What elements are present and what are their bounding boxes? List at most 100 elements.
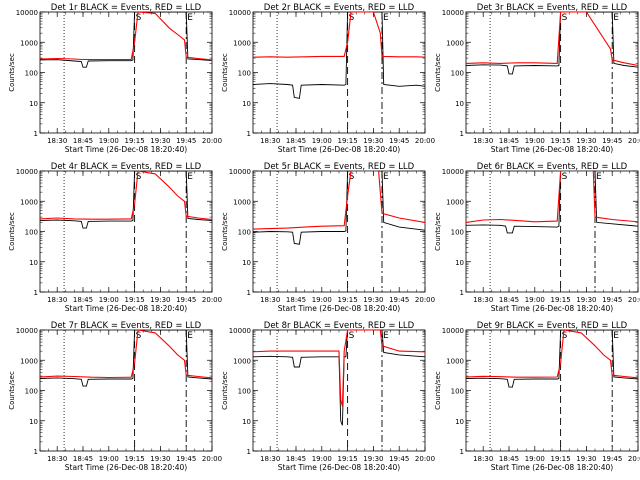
- x-tick-label: 19:15: [338, 296, 358, 304]
- marker-label-e: E: [383, 172, 389, 182]
- x-tick-label: 19:30: [150, 296, 170, 304]
- subplot-title: Det 4r BLACK = Events, RED = LLD: [51, 162, 202, 172]
- marker-label-s: S: [349, 331, 355, 341]
- y-tick-label: 100: [238, 70, 251, 78]
- x-tick-label: 19:15: [125, 455, 145, 463]
- y-tick-label: 100: [25, 388, 38, 396]
- y-tick-label: 10: [242, 418, 251, 426]
- x-tick-label: 18:30: [260, 137, 280, 145]
- lld-series-line: [466, 171, 638, 222]
- x-tick-label: 20:00: [202, 455, 222, 463]
- subplot-title: Det 5r BLACK = Events, RED = LLD: [264, 162, 415, 172]
- y-tick-label: 10000: [442, 9, 464, 17]
- events-series-line: [466, 171, 638, 233]
- y-tick-label: 10: [455, 100, 464, 108]
- y-tick-label: 1000: [446, 39, 464, 47]
- y-tick-label: 1: [34, 448, 38, 456]
- subplot-7: Det 7r BLACK = Events, RED = LLD11010010…: [8, 321, 222, 472]
- x-tick-label: 19:30: [576, 455, 596, 463]
- marker-label-e: E: [187, 172, 193, 182]
- y-tick-label: 1000: [446, 357, 464, 365]
- y-tick-label: 10: [29, 259, 38, 267]
- y-tick-label: 1: [460, 448, 464, 456]
- y-tick-label: 100: [25, 229, 38, 237]
- subplot-title: Det 3r BLACK = Events, RED = LLD: [477, 3, 628, 13]
- x-axis-label: Start Time (26-Dec-08 18:20:40): [491, 463, 613, 472]
- x-tick-label: 19:30: [363, 296, 383, 304]
- x-tick-label: 20:00: [202, 296, 222, 304]
- x-axis-label: Start Time (26-Dec-08 18:20:40): [278, 304, 400, 313]
- y-tick-label: 10: [455, 418, 464, 426]
- y-tick-label: 10000: [229, 168, 251, 176]
- y-axis-label: Counts/sec: [434, 212, 442, 251]
- y-tick-label: 1000: [233, 198, 251, 206]
- x-axis-label: Start Time (26-Dec-08 18:20:40): [278, 145, 400, 154]
- marker-label-e: E: [596, 172, 602, 182]
- marker-label-s: S: [562, 172, 568, 182]
- x-tick-label: 18:30: [47, 455, 67, 463]
- x-tick-label: 18:45: [499, 137, 519, 145]
- marker-label-e: E: [187, 331, 193, 341]
- x-tick-label: 20:00: [628, 296, 640, 304]
- y-tick-label: 1: [460, 289, 464, 297]
- y-tick-label: 100: [238, 388, 251, 396]
- y-axis-label: Counts/sec: [8, 212, 16, 251]
- y-tick-label: 1: [247, 448, 251, 456]
- x-tick-label: 18:45: [73, 137, 93, 145]
- x-tick-label: 20:00: [628, 137, 640, 145]
- subplot-4: Det 4r BLACK = Events, RED = LLD 1 10 100 10…: [8, 162, 222, 313]
- events-series-line: [253, 12, 425, 98]
- x-tick-label: 18:30: [47, 137, 67, 145]
- x-tick-label: 18:45: [286, 455, 306, 463]
- x-tick-label: 19:15: [551, 296, 571, 304]
- x-tick-label: 18:30: [473, 296, 493, 304]
- x-tick-label: 18:30: [473, 455, 493, 463]
- y-tick-label: 10: [455, 259, 464, 267]
- x-tick-label: 19:00: [525, 137, 545, 145]
- subplot-5: Det 5r BLACK = Events, RED = LLD11010010…: [221, 162, 435, 313]
- x-tick-label: 19:15: [338, 455, 358, 463]
- y-tick-label: 10000: [16, 9, 38, 17]
- y-tick-label: 1: [34, 289, 38, 297]
- y-tick-label: 100: [451, 70, 464, 78]
- events-series-line: [253, 330, 425, 425]
- x-tick-label: 18:45: [499, 296, 519, 304]
- x-tick-label: 18:30: [260, 455, 280, 463]
- x-tick-label: 18:45: [73, 296, 93, 304]
- y-axis-label: Counts/sec: [434, 371, 442, 410]
- x-tick-label: 19:00: [525, 455, 545, 463]
- lld-series-line: [253, 12, 425, 57]
- subplot-3: Det 3r BLACK = Events, RED = LLD 1 10 100 10…: [434, 3, 640, 154]
- marker-label-e: E: [383, 13, 389, 23]
- x-tick-label: 19:00: [525, 296, 545, 304]
- x-tick-label: 19:45: [389, 455, 409, 463]
- x-axis-label: Start Time (26-Dec-08 18:20:40): [65, 304, 187, 313]
- x-tick-label: 18:30: [260, 296, 280, 304]
- subplot-6: Det 6r BLACK = Events, RED = LLD 1 10 100 10…: [434, 162, 640, 313]
- x-tick-label: 20:00: [202, 137, 222, 145]
- y-tick-label: 100: [238, 229, 251, 237]
- y-tick-label: 10000: [229, 9, 251, 17]
- x-tick-label: 19:00: [312, 137, 332, 145]
- marker-label-s: S: [562, 13, 568, 23]
- marker-label-e: E: [383, 331, 389, 341]
- x-tick-label: 19:15: [551, 137, 571, 145]
- x-tick-label: 19:00: [99, 137, 119, 145]
- y-tick-label: 1000: [20, 198, 38, 206]
- subplot-title: Det 6r BLACK = Events, RED = LLD: [477, 162, 628, 172]
- y-tick-label: 1: [247, 289, 251, 297]
- plot-frame: [253, 330, 425, 451]
- marker-label-e: E: [187, 13, 193, 23]
- subplot-9: Det 9r BLACK = Events, RED = LLD 1 10 100 10…: [434, 321, 640, 472]
- y-tick-label: 100: [451, 229, 464, 237]
- x-axis-label: Start Time (26-Dec-08 18:20:40): [65, 145, 187, 154]
- x-tick-label: 20:00: [415, 455, 435, 463]
- y-tick-label: 1: [34, 130, 38, 138]
- x-tick-label: 19:15: [125, 296, 145, 304]
- x-tick-label: 19:30: [150, 455, 170, 463]
- x-tick-label: 19:30: [363, 137, 383, 145]
- y-axis-label: Counts/sec: [8, 53, 16, 92]
- subplot-title: Det 8r BLACK = Events, RED = LLD: [264, 321, 415, 331]
- x-tick-label: 19:30: [363, 455, 383, 463]
